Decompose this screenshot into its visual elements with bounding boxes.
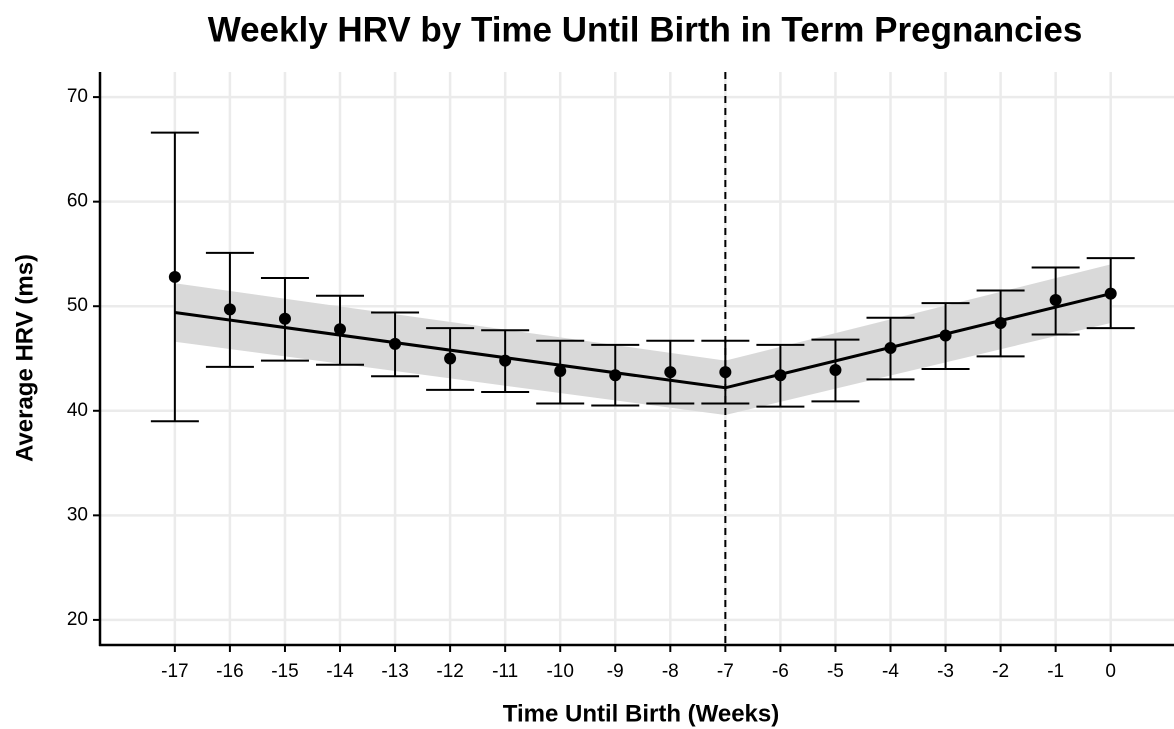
- point: [994, 316, 1007, 329]
- point: [499, 354, 512, 367]
- point: [223, 303, 236, 316]
- point: [554, 365, 567, 378]
- point: [389, 337, 402, 350]
- y-tick-label: 50: [67, 295, 88, 316]
- point: [1049, 293, 1062, 306]
- y-tick-label: 20: [67, 609, 88, 630]
- point: [609, 369, 622, 382]
- x-tick-label: -10: [546, 661, 573, 682]
- point: [168, 270, 181, 283]
- x-tick-label: -12: [436, 661, 463, 682]
- y-axis-title: Average HRV (ms): [11, 254, 38, 462]
- x-tick-label: -14: [326, 661, 354, 682]
- point: [278, 312, 291, 325]
- point: [829, 364, 842, 377]
- point: [884, 342, 897, 355]
- y-tick-label: 60: [67, 191, 88, 212]
- x-tick-label: -7: [717, 661, 734, 682]
- x-tick-label: 0: [1105, 661, 1116, 682]
- x-tick-label: -4: [882, 661, 899, 682]
- y-tick-label: 40: [67, 400, 88, 421]
- point: [719, 366, 732, 379]
- point: [334, 323, 347, 336]
- y-tick-label: 70: [67, 86, 88, 107]
- x-tick-label: -11: [492, 661, 518, 682]
- point: [664, 366, 677, 379]
- x-axis-title: Time Until Birth (Weeks): [503, 700, 780, 727]
- x-tick-label: -6: [772, 661, 789, 682]
- x-tick-label: -8: [662, 661, 679, 682]
- y-tick-label: 30: [67, 504, 88, 525]
- confidence-band: [174, 264, 1111, 415]
- x-tick-label: -17: [161, 661, 188, 682]
- point: [774, 369, 787, 382]
- x-tick-label: -13: [381, 661, 408, 682]
- point: [1104, 287, 1117, 300]
- x-tick-label: -2: [992, 661, 1009, 682]
- point: [939, 329, 952, 342]
- chart-title: Weekly HRV by Time Until Birth in Term P…: [208, 10, 1083, 49]
- x-tick-label: -15: [271, 661, 298, 682]
- x-tick-label: -9: [607, 661, 624, 682]
- x-tick-label: -16: [216, 661, 243, 682]
- x-tick-label: -5: [827, 661, 844, 682]
- x-tick-label: -1: [1047, 661, 1064, 682]
- x-tick-label: -3: [937, 661, 954, 682]
- point: [444, 352, 457, 365]
